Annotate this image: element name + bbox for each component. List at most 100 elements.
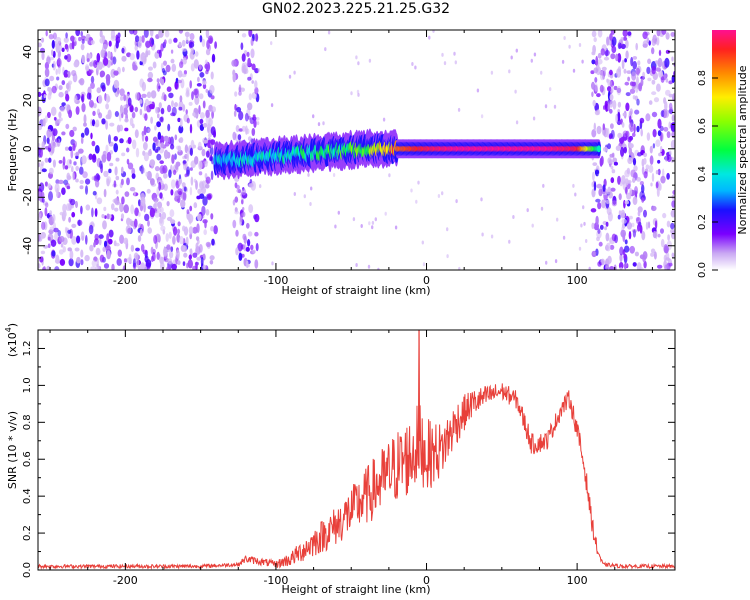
noise-speckle — [159, 192, 163, 199]
noise-speckle — [81, 155, 87, 165]
noise-speckle — [51, 250, 56, 257]
noise-speckle — [114, 207, 119, 212]
noise-speckle — [606, 207, 612, 216]
noise-speckle — [596, 236, 600, 242]
noise-speckle — [620, 209, 626, 219]
noise-speckle — [542, 183, 545, 188]
noise-speckle — [656, 30, 661, 37]
noise-speckle — [158, 49, 162, 59]
noise-speckle — [75, 151, 80, 156]
noise-speckle — [201, 205, 206, 216]
noise-speckle — [625, 102, 630, 112]
noise-speckle — [100, 49, 105, 58]
noise-speckle — [136, 50, 140, 60]
noise-speckle — [78, 148, 84, 154]
noise-speckle — [652, 231, 657, 239]
noise-speckle — [62, 210, 67, 218]
noise-speckle — [127, 227, 132, 234]
noise-speckle — [202, 100, 206, 109]
noise-speckle — [531, 223, 534, 228]
noise-speckle — [271, 261, 274, 266]
noise-speckle — [645, 164, 650, 170]
noise-speckle — [123, 258, 128, 263]
noise-speckle — [80, 95, 84, 102]
noise-speckle — [138, 36, 142, 42]
noise-speckle — [437, 194, 441, 198]
noise-speckle — [617, 175, 621, 185]
noise-speckle — [169, 209, 175, 218]
noise-speckle — [627, 76, 630, 82]
noise-speckle — [170, 58, 175, 64]
noise-speckle — [45, 202, 49, 208]
noise-speckle — [202, 122, 208, 128]
snr-line — [38, 330, 675, 570]
noise-speckle — [119, 234, 125, 244]
noise-speckle — [651, 205, 657, 212]
noise-speckle — [574, 192, 577, 197]
noise-speckle — [603, 146, 608, 152]
y-tick-label: 0.6 — [22, 451, 33, 467]
noise-speckle — [178, 125, 184, 134]
noise-speckle — [72, 143, 76, 152]
noise-speckle — [195, 242, 199, 250]
colorbar-tick-label: 0.6 — [697, 118, 708, 134]
noise-speckle — [143, 152, 149, 162]
noise-speckle — [441, 191, 444, 196]
noise-speckle — [53, 227, 59, 233]
noise-speckle — [93, 241, 96, 248]
noise-speckle — [67, 229, 72, 234]
noise-speckle — [174, 81, 180, 90]
colorbar-label: Normalized spectral amplitude — [736, 65, 749, 234]
noise-speckle — [210, 213, 214, 220]
noise-speckle — [99, 70, 106, 78]
noise-speckle — [66, 175, 72, 181]
noise-speckle — [38, 124, 43, 131]
noise-speckle — [581, 59, 584, 64]
noise-speckle — [142, 249, 148, 255]
noise-speckle — [150, 255, 154, 263]
noise-speckle — [61, 187, 66, 195]
noise-speckle — [545, 260, 548, 265]
noise-speckle — [56, 187, 59, 198]
noise-speckle — [512, 215, 515, 219]
noise-speckle — [38, 234, 41, 242]
noise-speckle — [189, 41, 195, 48]
noise-speckle — [76, 235, 81, 244]
noise-speckle — [625, 50, 629, 60]
noise-speckle — [124, 127, 129, 132]
noise-speckle — [664, 245, 669, 254]
colorbar-gradient — [712, 30, 736, 270]
noise-speckle — [120, 213, 125, 220]
noise-speckle — [179, 236, 184, 245]
noise-speckle — [628, 146, 632, 156]
noise-speckle — [665, 89, 671, 96]
noise-speckle — [611, 45, 617, 54]
noise-speckle — [159, 116, 164, 122]
noise-speckle — [183, 226, 189, 236]
noise-speckle — [623, 254, 627, 259]
y-tick-label: -20 — [21, 188, 34, 206]
x-tick-label: 100 — [567, 574, 588, 587]
noise-speckle — [96, 258, 99, 268]
noise-speckle — [368, 221, 371, 226]
noise-speckle — [166, 244, 171, 250]
noise-speckle — [143, 125, 147, 136]
noise-speckle — [596, 183, 603, 189]
noise-speckle — [211, 238, 215, 246]
noise-speckle — [103, 170, 109, 178]
noise-speckle — [61, 47, 65, 52]
noise-speckle — [371, 225, 374, 230]
noise-speckle — [255, 243, 259, 252]
noise-speckle — [597, 261, 602, 267]
noise-speckle — [59, 235, 65, 243]
noise-speckle — [144, 213, 150, 222]
noise-speckle — [108, 40, 112, 47]
noise-speckle — [177, 221, 181, 227]
noise-speckle — [58, 160, 63, 164]
noise-speckle — [139, 99, 143, 104]
noise-speckle — [610, 123, 614, 129]
noise-speckle — [140, 164, 144, 175]
noise-speckle — [183, 186, 187, 192]
noise-speckle — [609, 69, 613, 76]
noise-speckle — [178, 106, 183, 111]
